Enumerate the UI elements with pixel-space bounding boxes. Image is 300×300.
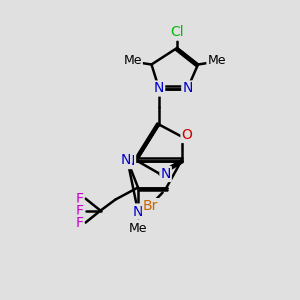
- Text: Me: Me: [207, 54, 226, 67]
- Text: Cl: Cl: [170, 26, 184, 39]
- Text: Me: Me: [123, 54, 142, 67]
- Text: F: F: [76, 204, 83, 218]
- Text: F: F: [76, 216, 83, 230]
- Text: Me: Me: [129, 222, 147, 235]
- Text: N: N: [182, 82, 193, 95]
- Text: F: F: [76, 192, 83, 206]
- Text: O: O: [182, 128, 192, 142]
- Text: N: N: [125, 154, 135, 168]
- Text: N: N: [133, 205, 143, 218]
- Text: N: N: [154, 82, 164, 95]
- Text: N: N: [160, 167, 171, 181]
- Text: N: N: [121, 154, 131, 167]
- Text: Br: Br: [143, 199, 158, 213]
